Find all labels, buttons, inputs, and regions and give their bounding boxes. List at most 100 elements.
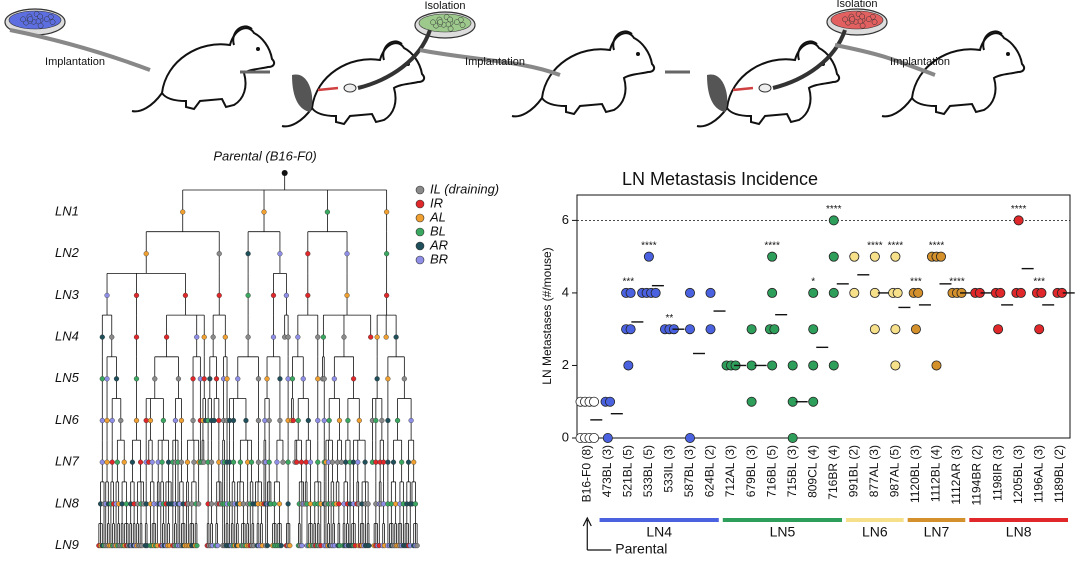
tree-node	[190, 376, 196, 382]
data-point	[1015, 287, 1026, 298]
tree-node	[341, 334, 347, 340]
tree-node	[201, 334, 207, 340]
data-point	[1036, 287, 1047, 298]
tree-node	[303, 459, 309, 465]
cell	[849, 16, 856, 22]
group-label: Parental	[615, 541, 667, 557]
tumor-region	[707, 74, 728, 112]
tree-node	[118, 417, 124, 424]
tree-node	[373, 417, 379, 424]
tree-node	[208, 501, 215, 507]
tree-node	[264, 376, 270, 382]
data-point	[808, 396, 819, 407]
tree-node	[315, 459, 321, 465]
parental-arrow	[582, 516, 612, 551]
mouse	[881, 30, 1026, 118]
cell	[859, 13, 865, 20]
level-label: LN1	[55, 203, 79, 218]
cell	[842, 16, 848, 23]
step-label: Implantation	[45, 56, 105, 68]
cell	[49, 19, 56, 25]
data-point	[1013, 215, 1024, 226]
tree-node	[191, 459, 197, 465]
x-tick-label: 1198IR (3)	[990, 445, 1004, 501]
tree-node	[216, 251, 222, 257]
tree-node	[109, 459, 115, 465]
significance: ****	[764, 240, 780, 251]
cell	[37, 22, 44, 29]
tree-node	[338, 459, 345, 465]
tree-node	[133, 334, 140, 340]
data-point	[828, 251, 839, 262]
tree-node	[255, 376, 262, 382]
data-point	[746, 324, 757, 335]
tree-node	[152, 376, 158, 382]
tree-node	[411, 459, 417, 465]
tree-node	[119, 501, 125, 507]
cell	[865, 16, 872, 23]
data-point	[890, 360, 901, 371]
data-point	[650, 287, 661, 298]
data-point	[623, 360, 634, 371]
tree-node	[321, 417, 327, 424]
tree-node	[329, 459, 336, 465]
x-tick-label: 991BL (2)	[846, 445, 860, 497]
tree-node	[331, 376, 337, 382]
tree-node	[408, 417, 414, 424]
plot-frame	[576, 194, 1071, 439]
tree-node	[287, 542, 293, 549]
tree-node	[315, 376, 321, 382]
tree-node	[189, 501, 195, 507]
level-label: LN3	[55, 287, 80, 302]
legend-dot	[415, 241, 425, 251]
tree-node	[366, 542, 372, 549]
step-label: Implantation	[465, 56, 525, 68]
tree-node	[262, 417, 268, 424]
tree-node	[280, 459, 286, 465]
significance: ****	[949, 277, 965, 288]
tree-node	[336, 501, 342, 507]
data-point	[684, 432, 695, 443]
y-tick-label: 2	[562, 357, 569, 372]
tree-node	[164, 334, 170, 340]
tree-node	[385, 459, 391, 465]
tree-node	[190, 417, 196, 424]
data-point	[808, 324, 819, 335]
tree-node	[356, 417, 362, 424]
tree-node	[208, 459, 215, 465]
level-label: LN9	[55, 537, 79, 552]
tree-node	[385, 417, 391, 424]
x-tick-label: 1120BL (3)	[908, 445, 922, 503]
tree-node	[388, 501, 394, 507]
tree-node	[270, 334, 277, 340]
data-point	[787, 432, 798, 443]
tree-node	[270, 292, 277, 299]
significance: **	[666, 313, 674, 324]
data-point	[828, 215, 839, 226]
tree-node	[285, 376, 291, 382]
data-point	[808, 360, 819, 371]
tree-node	[390, 459, 397, 465]
x-tick-label: 712AL (3)	[723, 445, 737, 497]
tree-node	[385, 376, 391, 382]
significance: ****	[1011, 204, 1027, 215]
significance: ***	[623, 277, 635, 288]
tree-node	[294, 459, 300, 465]
tree-node	[344, 292, 350, 299]
x-tick-label: 587BL (3)	[682, 445, 696, 497]
y-tick-label: 4	[562, 284, 569, 299]
data-point	[931, 360, 942, 371]
tree-node	[129, 459, 136, 465]
tree-node	[121, 459, 127, 465]
tree-node	[277, 417, 283, 424]
legend-label: BR	[430, 251, 448, 266]
significance: ****	[641, 240, 657, 251]
tree-node	[109, 334, 115, 340]
tree-node	[266, 459, 272, 465]
implant-arrow	[419, 48, 561, 77]
tree-node	[147, 417, 154, 424]
legend-dot	[415, 199, 425, 209]
x-tick-label: 877AL (3)	[867, 445, 881, 497]
tree-node	[401, 376, 407, 382]
